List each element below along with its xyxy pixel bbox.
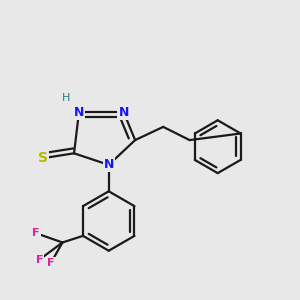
Text: N: N — [118, 106, 129, 118]
Text: H: H — [62, 93, 70, 103]
Text: F: F — [36, 255, 43, 265]
Text: F: F — [47, 258, 55, 268]
Text: N: N — [74, 106, 84, 118]
Text: N: N — [103, 158, 114, 171]
Text: S: S — [38, 151, 48, 165]
Text: F: F — [32, 228, 40, 238]
